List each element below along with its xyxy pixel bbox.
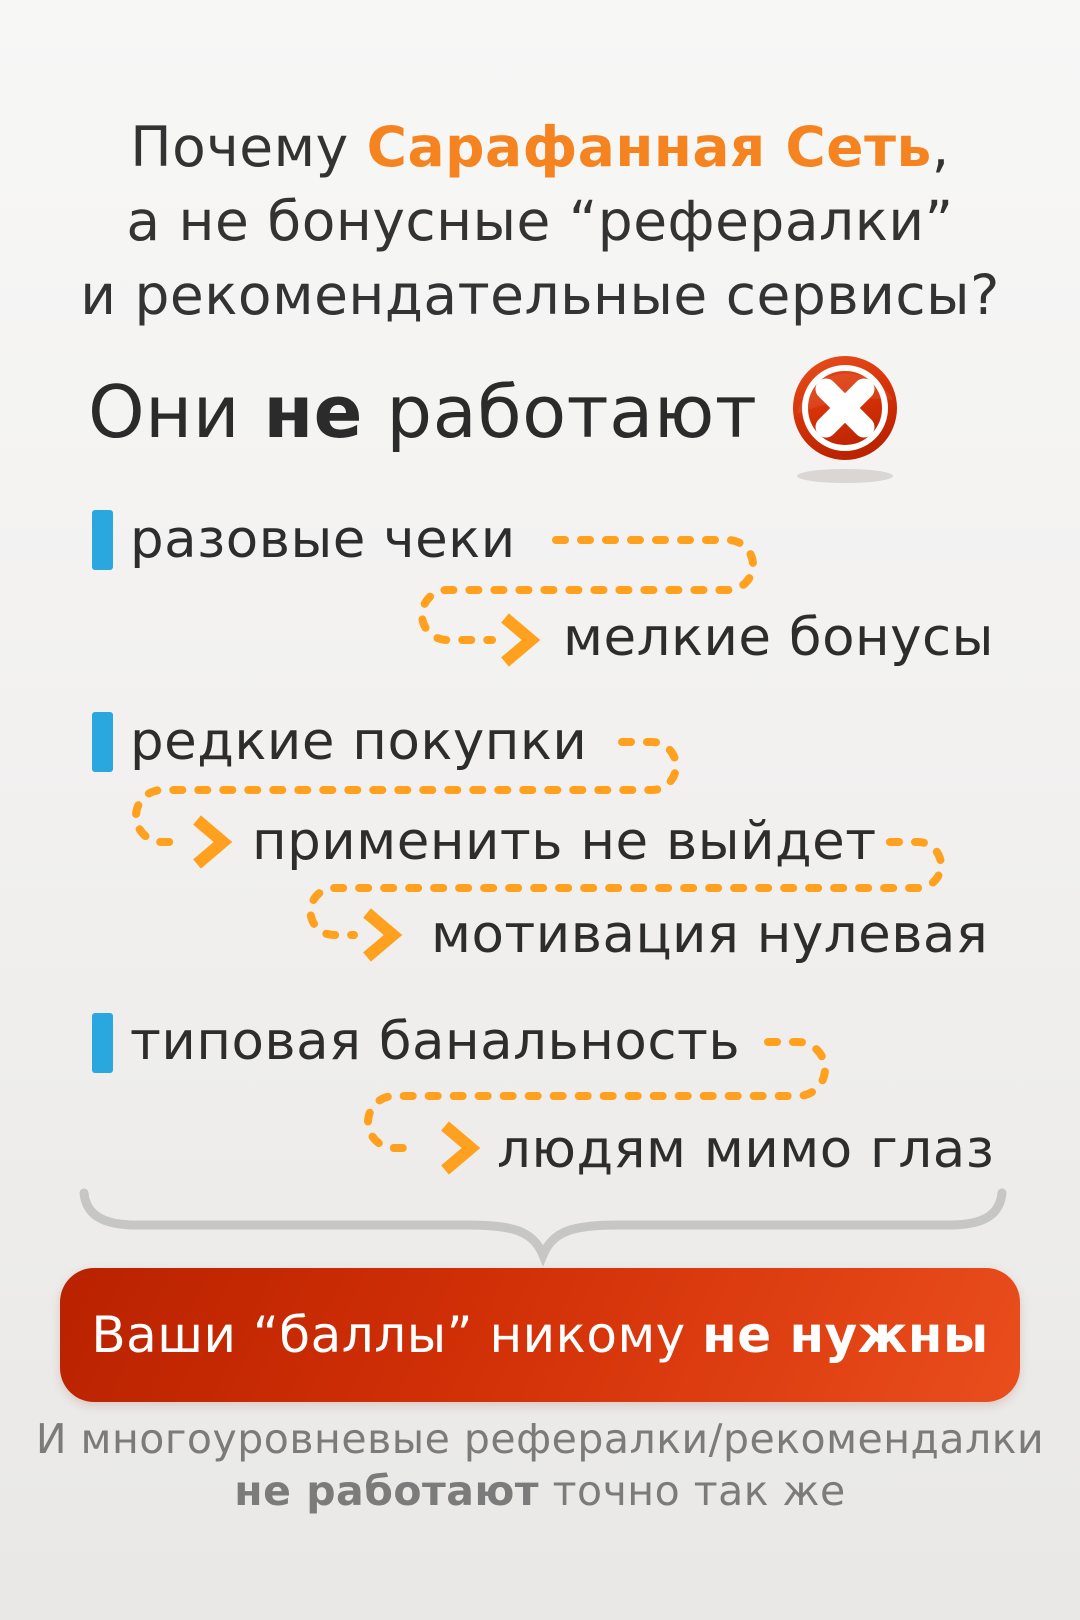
footer-line-2: не работают точно так же (0, 1465, 1080, 1517)
arrow-chevron-icon (501, 613, 541, 667)
banner-bold: не нужны (702, 1306, 989, 1364)
item-result: людям мимо глаз (497, 1119, 995, 1180)
curly-brace-icon (79, 1188, 1007, 1267)
footer-line-1: И многоуровневые рефералки/рекомендалки (35, 1415, 1045, 1463)
item-label: редкие покупки (130, 711, 588, 772)
item-result: мотивация нулевая (431, 904, 989, 965)
item-label: типовая банальность (130, 1011, 741, 1072)
conclusion-banner: Ваши “баллы” никому не нужны (60, 1268, 1020, 1402)
claim-bold: не (263, 370, 364, 454)
title-prefix: Почему (130, 115, 367, 179)
reject-cross-icon (793, 356, 897, 483)
arrow-chevron-icon (363, 908, 403, 962)
banner-pre: Ваши “баллы” никому (91, 1306, 703, 1364)
brand-name: Сарафанная Сеть (366, 115, 932, 179)
title-line-1: Почему Сарафанная Сеть, (0, 110, 1080, 184)
claim-post: работают (363, 370, 758, 454)
icon-shadow (797, 469, 893, 483)
item-result: мелкие бонусы (563, 607, 994, 668)
footer-bold: не работают (234, 1467, 540, 1515)
item-label: разовые чеки (130, 509, 516, 570)
footer-rest: точно так же (539, 1467, 846, 1515)
claim-pre: Они (88, 370, 264, 454)
bullet-marker (92, 510, 113, 570)
title-line-3: и рекомендательные сервисы? (80, 263, 1000, 327)
bullet-marker (92, 712, 113, 772)
page-title: Почему Сарафанная Сеть, а не бонусные “р… (0, 110, 1080, 332)
claim-text: Они не работают (88, 372, 757, 452)
arrow-chevron-icon (193, 815, 233, 869)
item-result: применить не выйдет (252, 811, 877, 872)
title-comma: , (931, 115, 950, 179)
arrow-chevron-icon (441, 1121, 481, 1175)
bullet-marker (92, 1013, 113, 1073)
footer-note: И многоуровневые рефералки/рекомендалки … (0, 1413, 1080, 1517)
title-line-2: а не бонусные “рефералки” (126, 189, 954, 253)
